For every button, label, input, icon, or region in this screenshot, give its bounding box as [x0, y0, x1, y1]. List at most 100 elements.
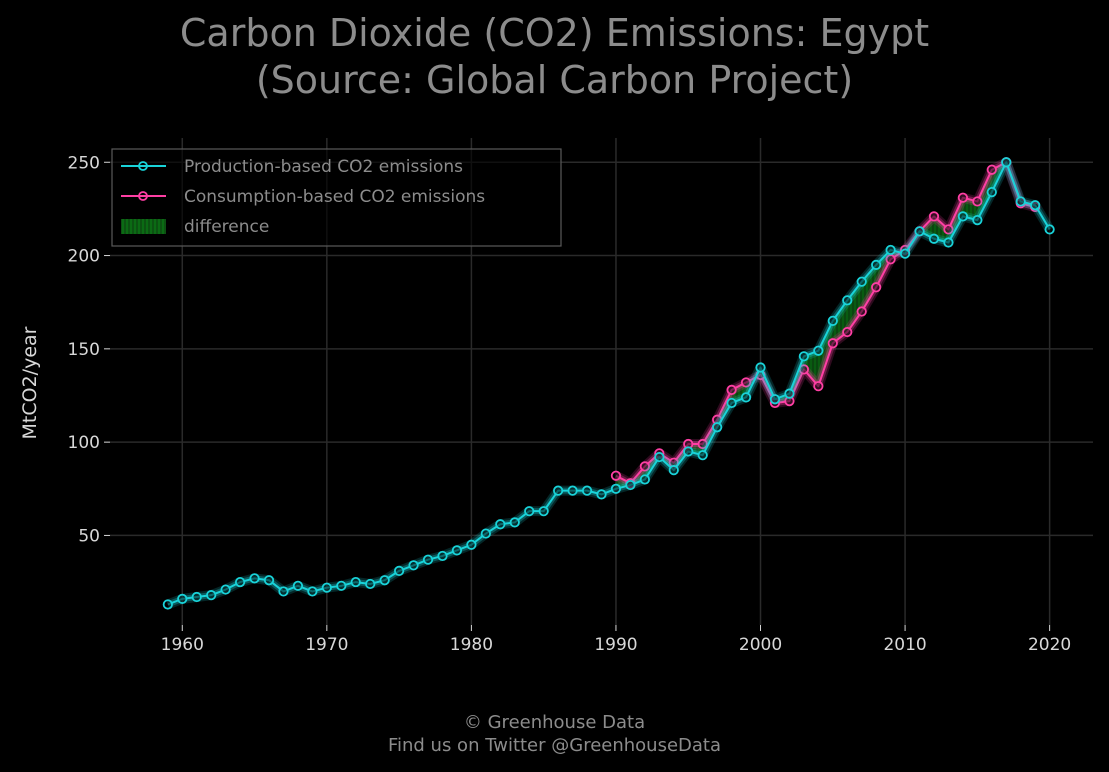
production-series-point: [206, 590, 217, 601]
consumption-series-point: [885, 254, 896, 265]
production-series-point: [683, 446, 694, 457]
production-series-point: [1001, 157, 1012, 168]
series-lines: [162, 157, 1055, 610]
production-series-point: [697, 450, 708, 461]
credit-line-2: Find us on Twitter @GreenhouseData: [387, 735, 722, 756]
consumption-series-point: [726, 384, 737, 395]
production-series-point: [408, 560, 419, 571]
production-series-point: [1044, 224, 1055, 235]
chart-title-line-1: Carbon Dioxide (CO2) Emissions: Egypt: [179, 11, 930, 55]
legend-consumption-label: Consumption-based CO2 emissions: [184, 187, 485, 207]
axis-ticks: 1960 1970 1980 1990 2000 2010 2020 50 100 150 200 2…: [68, 153, 1072, 655]
production-series-point: [769, 394, 781, 405]
production-series-point: [466, 539, 477, 550]
consumption-series-point: [842, 326, 853, 338]
production-series-point: [712, 422, 723, 433]
production-series-point: [813, 345, 824, 356]
production-series-point: [639, 474, 650, 485]
chart-title-line-2: (Source: Global Carbon Project): [255, 58, 854, 102]
production-series-point: [871, 259, 882, 270]
production-series-point: [379, 575, 390, 586]
x-tick-label: 2010: [883, 635, 926, 655]
consumption-series-point: [697, 438, 708, 450]
production-series-point: [422, 554, 434, 565]
consumption-series-point: [871, 282, 882, 293]
production-series-point: [191, 591, 202, 603]
production-series-point: [162, 599, 173, 610]
legend-box: [111, 148, 562, 247]
production-series-point: [1030, 200, 1041, 211]
production-series-point: [972, 214, 983, 226]
y-axis-label: MtCO2/year: [19, 326, 41, 439]
consumption-series-point: [986, 164, 997, 175]
y-tick-label: 100: [68, 433, 100, 453]
x-tick-label: 1980: [450, 635, 493, 655]
production-series-point: [480, 528, 491, 539]
legend-production-marker: [138, 161, 148, 171]
production-series-point: [553, 485, 564, 496]
x-tick-label: 2000: [739, 635, 782, 655]
production-series-point: [567, 485, 578, 496]
production-series-point: [220, 584, 231, 595]
production-series-point: [856, 276, 867, 287]
consumption-series-point: [928, 211, 940, 222]
consumption-series-point: [943, 224, 954, 235]
production-series-point: [263, 575, 275, 586]
x-tick-label: 1960: [161, 635, 204, 655]
production-series-point: [842, 295, 853, 306]
y-tick-label: 50: [78, 526, 100, 546]
production-series-point: [827, 315, 838, 326]
production-series-point: [249, 573, 260, 584]
legend-production-label: Production-based CO2 emissions: [184, 157, 463, 177]
consumption-series-point: [827, 338, 838, 349]
production-series-point: [509, 517, 520, 528]
consumption-series-point: [740, 377, 752, 388]
production-series-point: [538, 506, 549, 517]
y-tick-label: 150: [68, 340, 100, 360]
consumption-series-point: [957, 192, 968, 203]
production-series-point: [798, 351, 809, 362]
production-series-point: [610, 483, 622, 494]
consumption-series-point: [639, 461, 650, 472]
production-series-point: [278, 586, 289, 597]
production-series-point: [235, 576, 246, 588]
production-series-point: [307, 586, 318, 597]
production-series-point: [625, 479, 636, 491]
production-series-point: [885, 244, 896, 256]
production-series-point: [596, 489, 607, 500]
production-series-point: [726, 397, 737, 409]
x-tick-label: 1970: [305, 635, 348, 655]
production-series-point: [581, 485, 593, 496]
production-series-point: [524, 506, 535, 517]
production-series-point: [365, 578, 376, 590]
production-series-point: [292, 580, 304, 591]
legend-difference-label: difference: [184, 217, 269, 237]
production-series-point: [437, 550, 448, 562]
y-tick-label: 250: [68, 153, 100, 173]
production-series-point: [177, 593, 188, 604]
consumption-series-point: [856, 306, 867, 317]
production-series-point: [451, 545, 463, 556]
production-series-point: [321, 582, 332, 593]
legend-consumption-marker: [138, 191, 148, 201]
production-series-point: [957, 211, 968, 222]
production-series-point: [394, 565, 405, 576]
production-series-point: [755, 362, 766, 373]
production-series-point: [914, 226, 925, 237]
production-series-point: [654, 451, 665, 463]
consumption-series-point: [813, 381, 824, 392]
credit-line-1: © Greenhouse Data: [463, 712, 646, 733]
x-tick-label: 2020: [1028, 635, 1071, 655]
consumption-series-point: [610, 470, 622, 481]
production-series-point: [495, 519, 506, 530]
production-series-point: [899, 248, 911, 259]
production-series-point: [943, 237, 954, 248]
legend: Production-based CO2 emissions Consumpti…: [111, 148, 562, 247]
x-tick-label: 1990: [594, 635, 637, 655]
production-series-point: [350, 576, 361, 588]
grid-lines: [110, 138, 1093, 625]
production-series-point: [740, 392, 752, 403]
production-series-point: [986, 187, 997, 198]
legend-difference-swatch: [121, 219, 166, 234]
